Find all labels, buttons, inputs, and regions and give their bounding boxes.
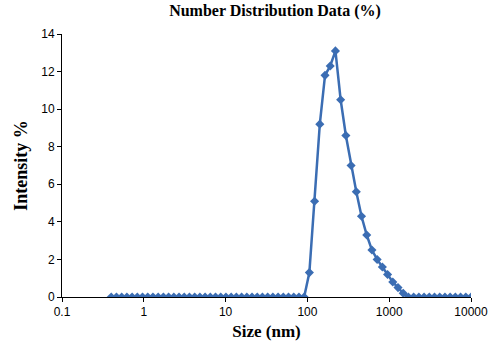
svg-text:6: 6 bbox=[48, 177, 55, 191]
svg-text:10000: 10000 bbox=[454, 305, 488, 319]
svg-text:10: 10 bbox=[219, 305, 233, 319]
svg-text:12: 12 bbox=[41, 65, 55, 79]
svg-text:Number Distribution Data (%): Number Distribution Data (%) bbox=[169, 2, 381, 20]
svg-text:Intensity %: Intensity % bbox=[11, 120, 31, 211]
svg-text:Size (nm): Size (nm) bbox=[232, 322, 300, 341]
svg-text:0: 0 bbox=[48, 290, 55, 304]
svg-text:1: 1 bbox=[140, 305, 147, 319]
svg-text:14: 14 bbox=[41, 27, 55, 41]
svg-text:4: 4 bbox=[48, 215, 55, 229]
svg-text:10: 10 bbox=[41, 102, 55, 116]
svg-text:100: 100 bbox=[297, 305, 317, 319]
svg-text:1000: 1000 bbox=[376, 305, 403, 319]
svg-text:8: 8 bbox=[48, 140, 55, 154]
svg-text:0.1: 0.1 bbox=[54, 305, 71, 319]
svg-text:2: 2 bbox=[48, 253, 55, 267]
